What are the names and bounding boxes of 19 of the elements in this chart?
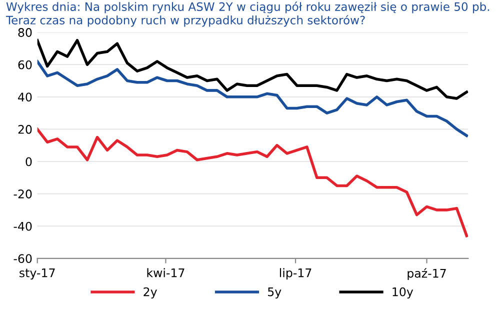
y-tick-label: 60 bbox=[18, 60, 32, 70]
line-series bbox=[37, 128, 468, 238]
line-series bbox=[37, 38, 468, 100]
x-tick-label: paź-17 bbox=[408, 268, 446, 280]
y-tick-label: 0 bbox=[26, 157, 32, 166]
y-tick-label: 80 bbox=[18, 28, 32, 37]
x-tick-label: kwi-17 bbox=[147, 268, 184, 278]
x-tick-label: sty-17 bbox=[20, 268, 55, 280]
y-tick-label: 20 bbox=[18, 124, 32, 134]
x-tick-label: lip-17 bbox=[280, 268, 312, 280]
y-tick-label: -20 bbox=[14, 190, 32, 198]
y-tick-label: -60 bbox=[14, 254, 32, 264]
legend-label: 10y bbox=[392, 287, 414, 299]
line-series bbox=[37, 60, 468, 138]
y-tick-label: -40 bbox=[14, 222, 32, 231]
chart-title: Wykres dnia: Na polskim rynku ASW 2Y w ciągu pół roku zawęził się o prawie 50 pb. Teraz czas na podobny ruch w przypadku dłuższych sektorów? bbox=[6, 2, 490, 27]
legend-label: 2y bbox=[144, 287, 157, 299]
legend-label: 5y bbox=[268, 287, 282, 299]
y-tick-label: 40 bbox=[18, 92, 32, 102]
